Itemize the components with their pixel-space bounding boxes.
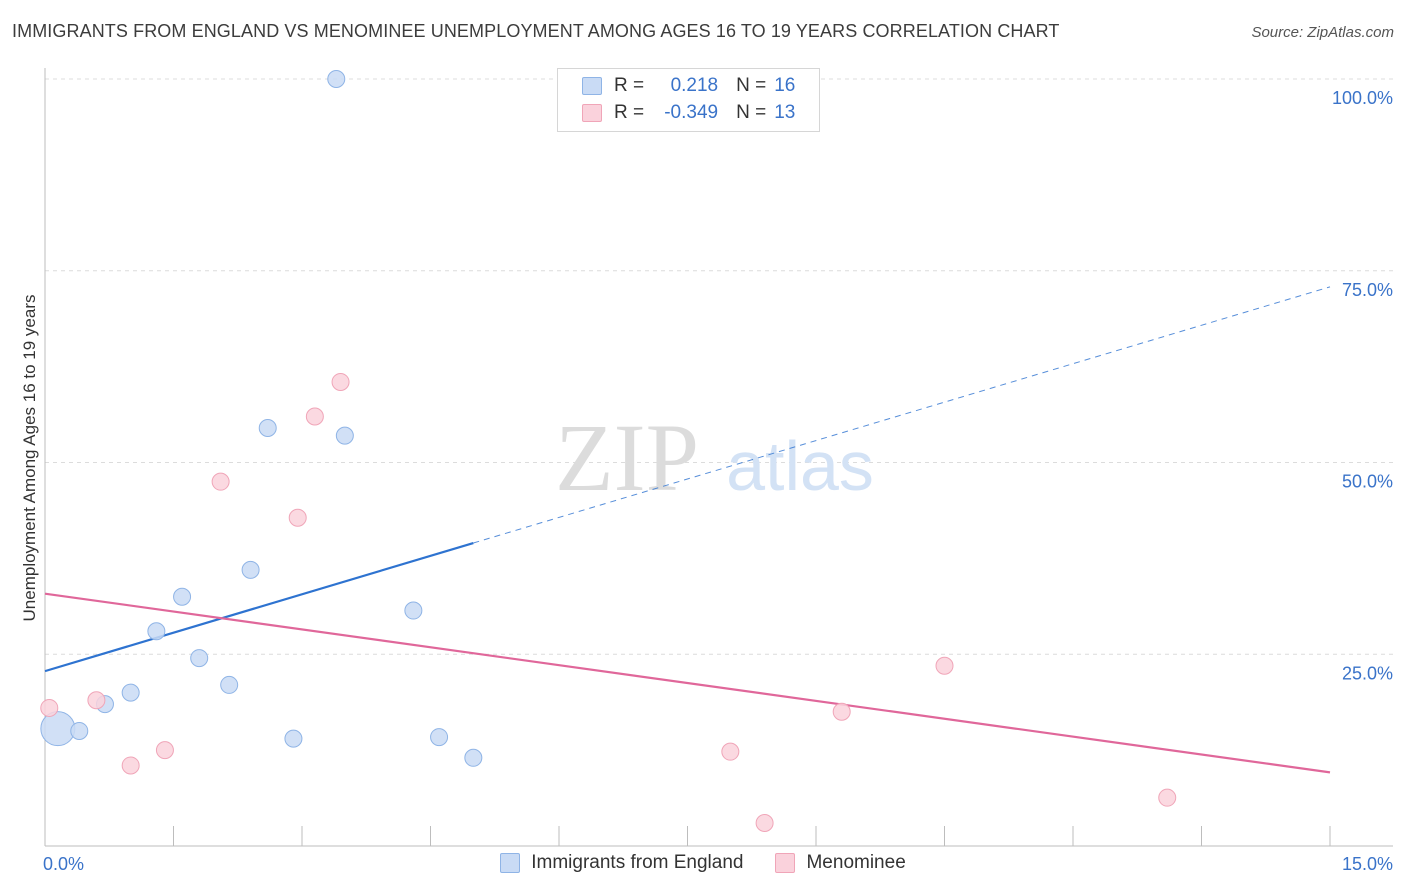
correlation-legend: R = 0.218 N = 16 R = -0.349 N = 13 (557, 68, 820, 132)
legend-r-value-england: 0.218 (670, 75, 719, 96)
trend-line-menominee (44, 592, 1331, 774)
data-point-menominee (721, 742, 740, 761)
legend-n-value-menominee: 13 (774, 102, 796, 123)
data-point-england (147, 622, 166, 641)
series-swatch-england (500, 853, 521, 873)
x-tick-label: 0.0% (43, 854, 84, 874)
y-tick-label: 75.0% (1342, 280, 1393, 300)
data-point-menominee (87, 691, 106, 710)
tick-labels: 25.0% 50.0% 75.0% 100.0% 0.0% 15.0% (43, 88, 1393, 874)
series-swatch-menominee (775, 853, 796, 873)
data-point-menominee (305, 407, 324, 426)
data-point-england (241, 560, 260, 579)
data-point-england (258, 418, 277, 437)
data-point-menominee (155, 741, 174, 760)
legend-n-label: N = (736, 102, 767, 123)
trend-line-england (44, 541, 474, 673)
data-point-england (173, 587, 192, 606)
trend-lines (44, 286, 1331, 774)
watermark-zip: ZIP (555, 404, 699, 511)
legend-n-value-england: 16 (774, 75, 796, 96)
series-name-menominee: Menominee (806, 852, 906, 873)
legend-row-menominee: R = -0.349 N = 13 (582, 101, 795, 125)
data-point-england (70, 721, 89, 740)
data-point-menominee (935, 656, 954, 675)
chart-title: IMMIGRANTS FROM ENGLAND VS MENOMINEE UNE… (12, 21, 1060, 41)
data-point-menominee (211, 472, 230, 491)
watermark-atlas: atlas (726, 427, 874, 505)
series-name-england: Immigrants from England (531, 852, 744, 873)
data-point-england (335, 426, 354, 445)
legend-swatch-england (582, 77, 602, 95)
data-point-menominee (288, 508, 307, 527)
source-credit: Source: ZipAtlas.com (1251, 24, 1394, 41)
data-points (40, 70, 1177, 832)
x-tick-label: 15.0% (1342, 854, 1393, 874)
data-point-england (190, 649, 209, 668)
series-legend-menominee: Menominee (775, 852, 906, 874)
y-tick-label: 50.0% (1342, 472, 1393, 492)
series-legend-england: Immigrants from England (500, 852, 743, 874)
data-point-england (40, 711, 76, 747)
y-tick-label: 25.0% (1342, 663, 1393, 683)
legend-swatch-menominee (582, 104, 602, 122)
legend-row-england: R = 0.218 N = 16 (582, 74, 795, 98)
data-point-menominee (121, 756, 140, 775)
data-point-menominee (331, 372, 350, 391)
data-point-england (464, 748, 483, 767)
data-point-menominee (40, 698, 59, 717)
legend-r-label: R = (614, 102, 645, 123)
data-point-england (284, 729, 303, 748)
data-point-england (404, 601, 423, 620)
data-point-england (327, 70, 346, 88)
data-point-menominee (755, 813, 774, 832)
y-tick-label: 100.0% (1332, 88, 1393, 108)
data-point-england (121, 683, 140, 702)
grid-layer (45, 78, 1393, 655)
data-point-menominee (832, 702, 851, 721)
series-legend: Immigrants from England Menominee (0, 852, 1406, 874)
data-point-menominee (1158, 788, 1177, 807)
legend-r-value-menominee: -0.349 (664, 102, 719, 123)
legend-n-label: N = (736, 75, 767, 96)
legend-r-label: R = (614, 75, 645, 96)
axes (44, 68, 1393, 847)
data-point-england (430, 728, 449, 747)
watermark: ZIP atlas (555, 404, 874, 511)
data-point-england (220, 675, 239, 694)
